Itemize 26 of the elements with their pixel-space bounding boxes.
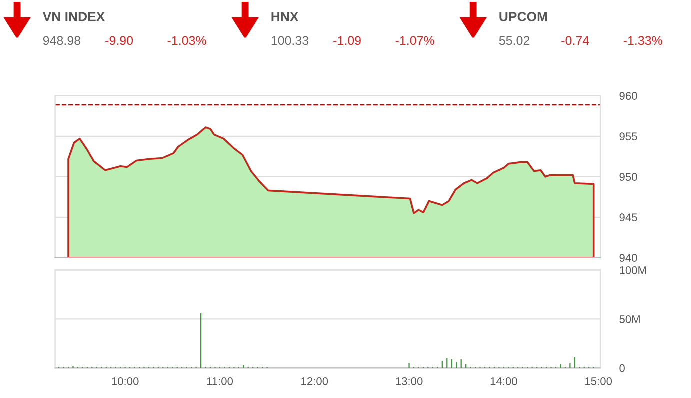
y-tick-label: 955 <box>620 132 638 141</box>
text: -9.90 <box>106 36 134 46</box>
y-tick-label: 950 <box>620 173 638 182</box>
text: -1.03% <box>168 36 206 46</box>
x-tick-label: 10:00 <box>112 377 139 386</box>
text: VN INDEX <box>42 12 106 22</box>
x-tick-label: 15:00 <box>586 377 612 386</box>
y-tick-label: 940 <box>620 254 638 262</box>
text: -1.07% <box>396 36 434 46</box>
text: 100.33 <box>272 36 309 46</box>
text: -1.33% <box>624 36 662 46</box>
text: -0.74 <box>562 36 590 46</box>
text: HNX <box>272 12 299 22</box>
y-tick-label: 100M <box>620 266 646 274</box>
y-tick-label: 960 <box>620 92 638 100</box>
x-tick-label: 13:00 <box>396 377 423 386</box>
y-tick-label: 945 <box>620 214 638 222</box>
text: 948.98 <box>43 36 81 46</box>
text: -1.09 <box>334 36 361 46</box>
y-tick-label: 0 <box>620 364 625 372</box>
text: 55.02 <box>499 36 530 46</box>
text: UPCOM <box>500 12 548 22</box>
y-tick-label: 50M <box>620 315 640 324</box>
x-tick-label: 12:00 <box>302 377 328 386</box>
x-tick-label: 14:00 <box>490 377 518 386</box>
x-tick-label: 11:00 <box>207 377 234 386</box>
